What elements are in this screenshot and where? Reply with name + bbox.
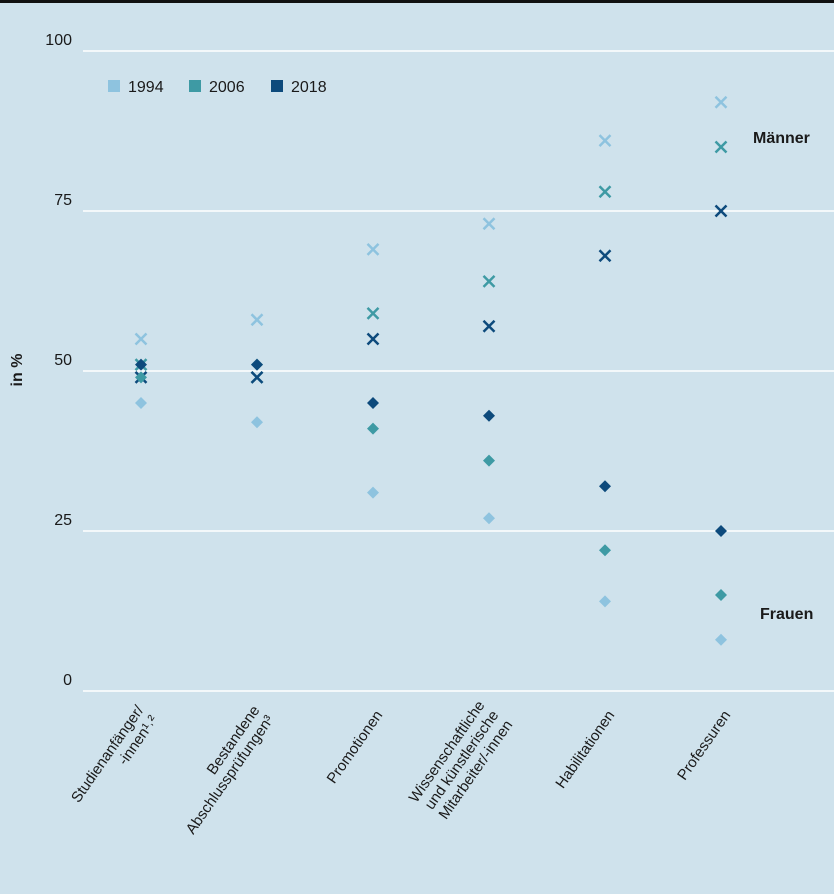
point-frauen-2006-4 [599,544,611,557]
point-maenner-2006-5 [714,140,728,154]
point-maenner-1994-1 [250,313,264,327]
point-frauen-1994-5 [715,633,727,646]
point-maenner-1994-2 [366,243,380,256]
legend-swatch-2018 [271,80,283,92]
point-maenner-2018-2 [366,332,380,346]
point-frauen-2018-3 [483,409,495,422]
point-maenner-2018-3 [482,319,496,333]
point-frauen-1994-3 [483,512,495,525]
legend-label-2006: 2006 [209,79,245,96]
point-maenner-1994-3 [482,217,496,231]
point-maenner-2018-1 [250,371,264,384]
point-frauen-2006-5 [715,589,727,601]
gridlines [83,50,834,692]
point-frauen-1994-1 [251,416,263,429]
legend-swatch-2006 [189,80,201,92]
y-tick-0: 0 [63,672,72,689]
point-frauen-1994-4 [599,595,611,608]
point-frauen-2018-0 [135,358,147,371]
point-frauen-1994-2 [367,486,379,499]
legend-swatch-1994 [108,80,120,92]
point-frauen-2006-3 [483,454,495,467]
y-tick-50: 50 [54,352,72,369]
point-frauen-2018-4 [599,480,611,493]
data-marks [134,95,728,646]
legend-label-2018: 2018 [291,79,327,96]
y-tick-100: 100 [45,32,72,49]
annotation-maenner: Männer [753,130,810,147]
point-frauen-2018-2 [367,397,379,409]
point-frauen-2018-1 [251,358,263,371]
point-maenner-2006-3 [482,275,496,288]
y-tick-labels: 0 25 50 75 100 [45,32,72,689]
y-axis-label: in % [9,354,26,387]
y-tick-75: 75 [54,192,72,209]
point-frauen-2018-5 [715,525,727,537]
point-maenner-2018-4 [598,249,612,263]
point-frauen-2006-2 [367,422,379,435]
legend: 1994 2006 2018 [108,79,327,96]
point-maenner-2006-4 [598,185,612,199]
point-maenner-1994-4 [598,134,612,147]
point-maenner-1994-0 [134,332,148,346]
point-maenner-2018-5 [714,204,728,218]
legend-label-1994: 1994 [128,79,164,96]
point-maenner-1994-5 [714,95,728,109]
y-tick-25: 25 [54,512,72,529]
point-maenner-2006-2 [366,307,380,320]
point-frauen-2006-0 [135,371,147,384]
annotation-frauen: Frauen [760,606,813,623]
point-frauen-1994-0 [135,397,147,409]
